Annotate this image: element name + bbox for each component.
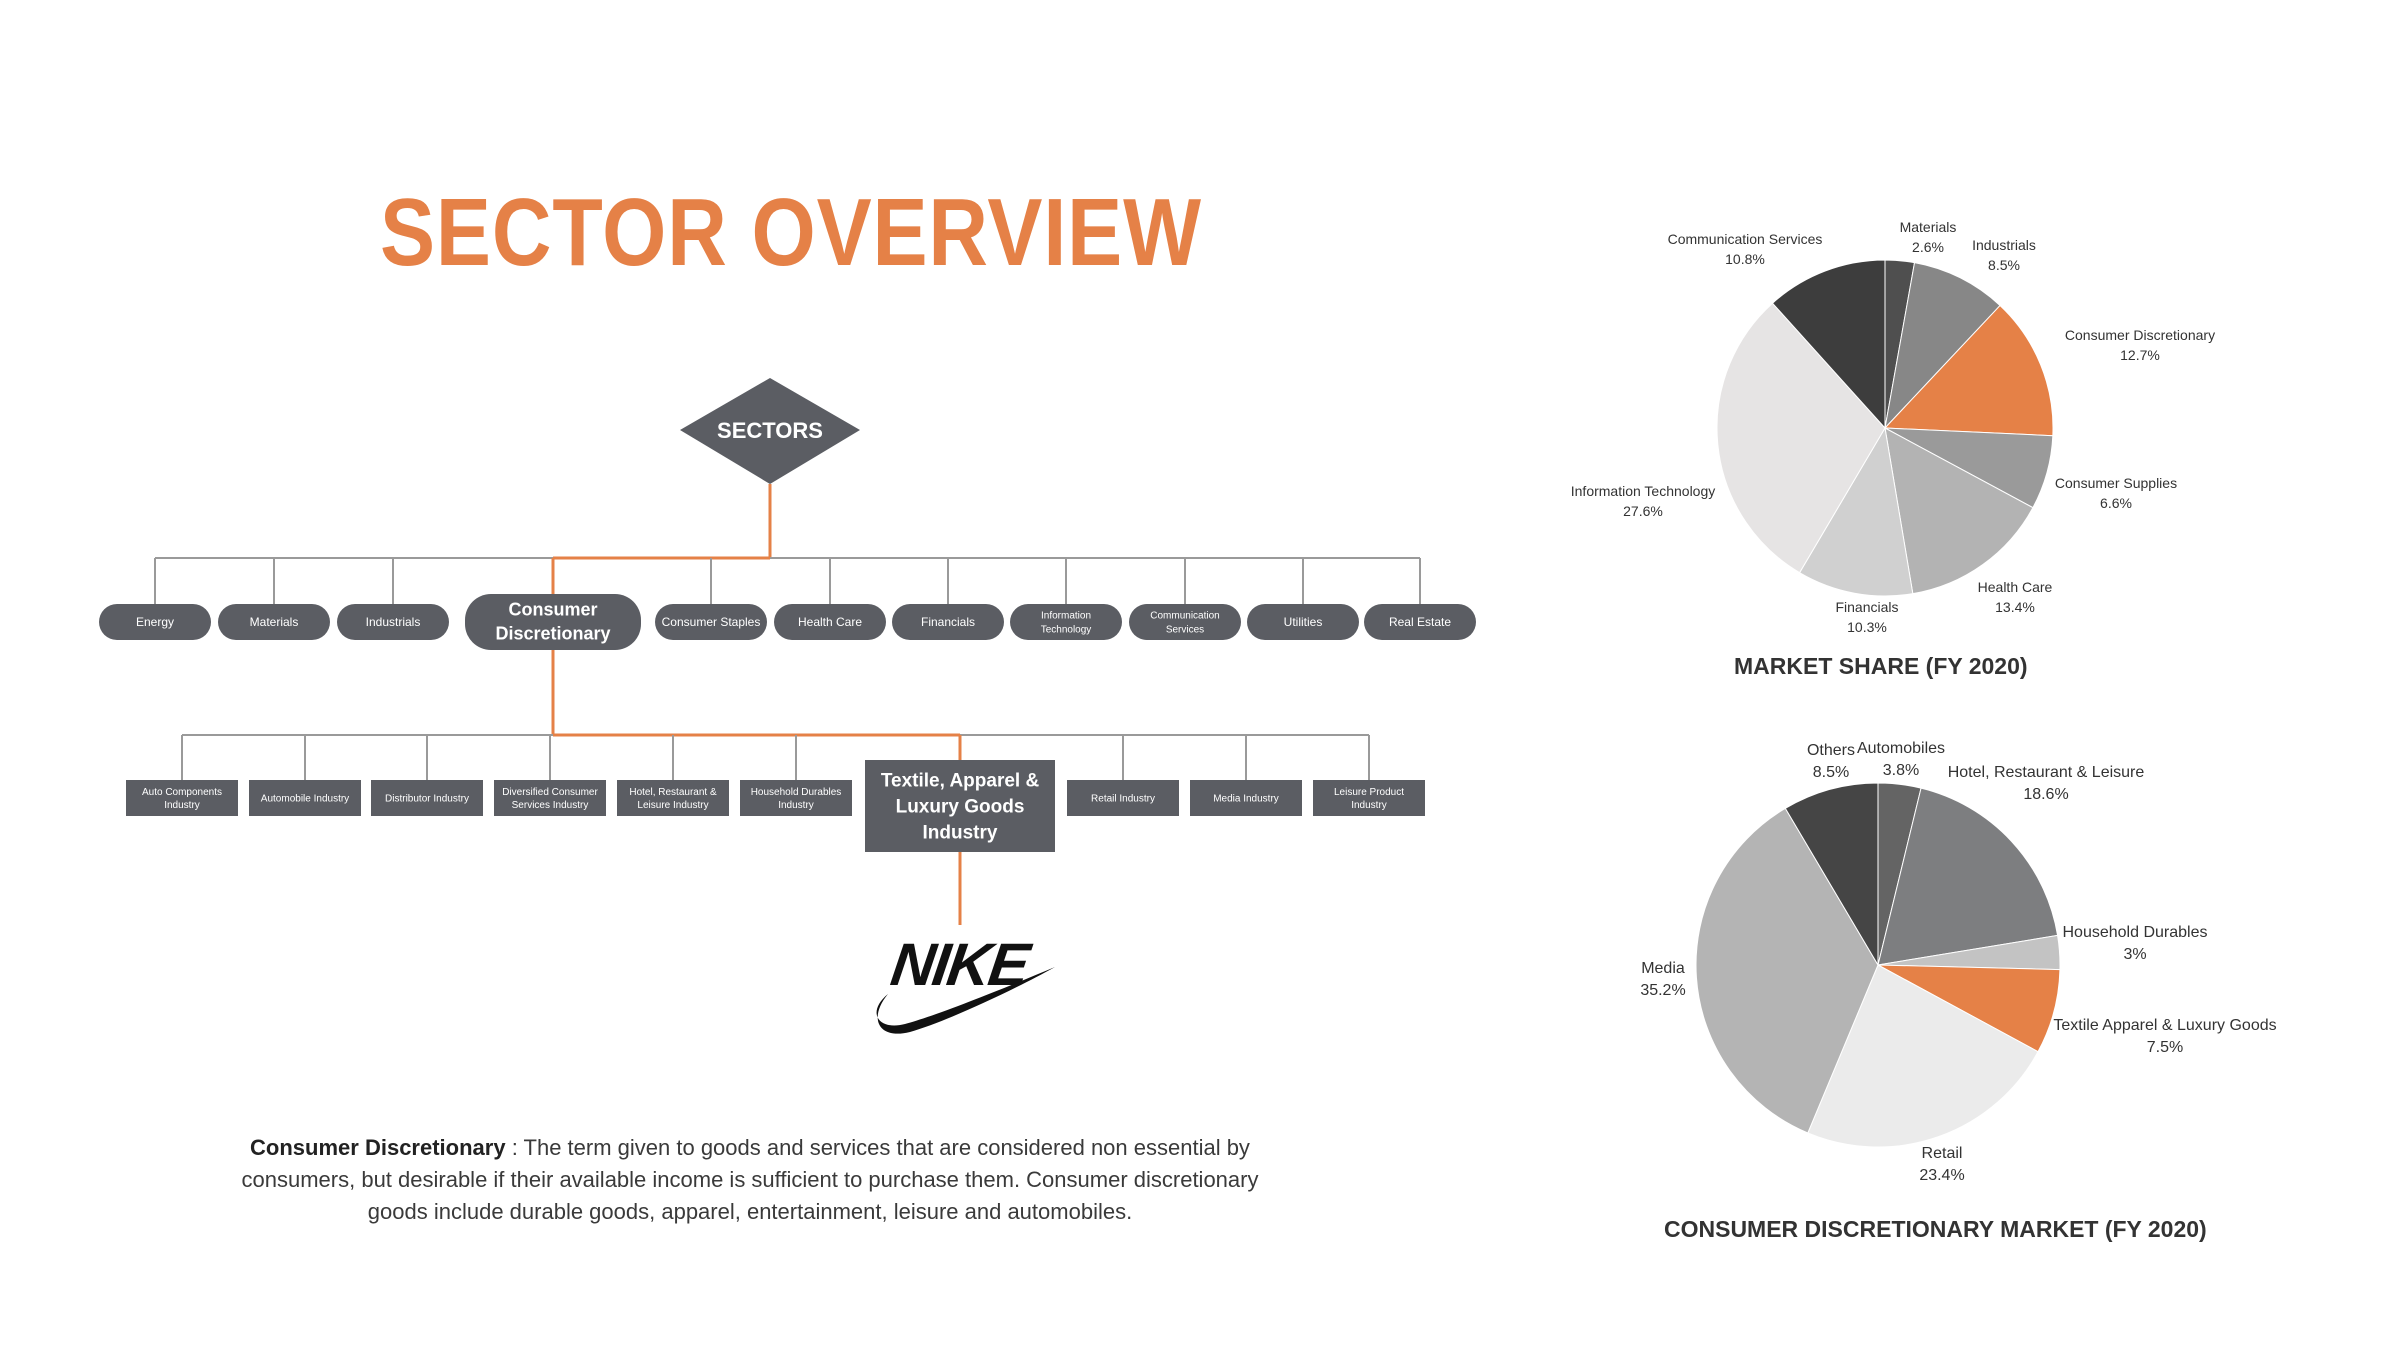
sector-label-financials: Financials — [921, 615, 975, 629]
definition-body: : The term given to goods and services t… — [241, 1135, 1259, 1224]
pie-value-financials: 10.3% — [1847, 619, 1887, 635]
pie-value-health-care: 13.4% — [1995, 599, 2035, 615]
pie-label-household-durables: Household Durables — [2063, 924, 2208, 941]
nike-swoosh — [876, 967, 1055, 1034]
pie-slice-communication-services — [1771, 259, 1886, 430]
industry-node-retail-industry — [1067, 780, 1179, 816]
sector-node-industrials — [337, 604, 449, 640]
pie-value-hotel-restaurant-leisure: 18.6% — [2023, 786, 2068, 803]
sector-label-health-care: Health Care — [798, 615, 862, 629]
sector-node-communication-services — [1129, 604, 1241, 640]
sector-node-utilities — [1247, 604, 1359, 640]
industry-label-textile-apparel-luxury-goods-industry: Textile, Apparel & Luxury Goods Industry — [881, 771, 1040, 844]
sector-label-communication-services: Communication Services — [1150, 611, 1219, 636]
industry-node-auto-components-industry — [126, 780, 238, 816]
pie-label-materials: Materials — [1900, 219, 1957, 235]
pie-value-textile-apparel-luxury-goods: 7.5% — [2147, 1039, 2183, 1056]
sector-label-consumer-staples: Consumer Staples — [662, 615, 761, 629]
industry-node-leisure-product-industry — [1313, 780, 1425, 816]
sector-label-utilities: Utilities — [1284, 615, 1323, 629]
sector-node-real-estate — [1364, 604, 1476, 640]
pie-label-industrials: Industrials — [1972, 237, 2036, 253]
pie-slice-industrials — [1884, 262, 2001, 430]
pie-value-household-durables: 3% — [2123, 946, 2146, 963]
sector-label-materials: Materials — [250, 615, 299, 629]
industry-label-distributor-industry: Distributor Industry — [385, 794, 469, 805]
industry-node-media-industry — [1190, 780, 1302, 816]
pie-label-retail: Retail — [1922, 1145, 1963, 1162]
industry-label-hotel-restaurant-leisure-industry: Hotel, Restaurant & Leisure Industry — [629, 787, 717, 811]
sector-hierarchy-diagram: SECTORS Energy Materials Industrials Consume… — [99, 378, 1476, 1034]
pie-label-hotel-restaurant-leisure: Hotel, Restaurant & Leisure — [1948, 764, 2145, 781]
sector-node-financials — [892, 604, 1004, 640]
pie-label-health-care: Health Care — [1978, 579, 2053, 595]
industry-label-leisure-product-industry: Leisure Product Industry — [1334, 787, 1404, 811]
pie-value-others: 8.5% — [1813, 764, 1849, 781]
pie-label-others: Others — [1807, 742, 1855, 759]
pie-slice-hotel-restaurant-leisure — [1877, 787, 2059, 966]
industry-node-textile-apparel-luxury-goods-industry — [865, 760, 1055, 852]
industry-label-retail-industry: Retail Industry — [1091, 794, 1155, 805]
pie-slice-media — [1695, 807, 1879, 1134]
definition-text: Consumer Discretionary : The term given … — [240, 1132, 1260, 1228]
definition-term: Consumer Discretionary — [250, 1135, 506, 1160]
pie-label-financials: Financials — [1835, 599, 1898, 615]
sector-node-materials — [218, 604, 330, 640]
industry-node-distributor-industry — [371, 780, 483, 816]
consumer-discretionary-pie-chart: Automobiles 3.8% Hotel, Restaurant & Leisu… — [1640, 740, 2276, 1184]
pie-value-retail: 23.4% — [1919, 1167, 1964, 1184]
industry-label-auto-components-industry: Auto Components Industry — [142, 787, 222, 811]
pie-slice-health-care — [1884, 427, 2034, 595]
industry-node-household-durables-industry — [740, 780, 852, 816]
pie-slice-retail — [1807, 964, 2039, 1148]
pie-label-consumer-supplies: Consumer Supplies — [2055, 475, 2177, 491]
pie-slice-consumer-discretionary — [1883, 304, 2054, 437]
pie-value-information-technology: 27.6% — [1623, 503, 1663, 519]
pie-value-consumer-discretionary: 12.7% — [2120, 347, 2160, 363]
industry-label-household-durables-industry: Household Durables Industry — [751, 787, 842, 811]
pie-label-media: Media — [1641, 960, 1685, 977]
industry-label-diversified-consumer-services-industry: Diversified Consumer Services Industry — [502, 787, 598, 811]
sector-node-consumer-discretionary — [465, 594, 641, 650]
pie-value-materials: 2.6% — [1912, 239, 1944, 255]
sectors-diamond — [680, 378, 860, 484]
pie-label-information-technology: Information Technology — [1571, 483, 1716, 499]
pie-label-consumer-discretionary: Consumer Discretionary — [2065, 327, 2215, 343]
sector-label-industrials: Industrials — [366, 615, 421, 629]
nike-logo: NIKE — [876, 930, 1055, 1034]
industry-node-diversified-consumer-services-industry — [494, 780, 606, 816]
sector-node-information-technology — [1010, 604, 1122, 640]
sector-label-real-estate: Real Estate — [1389, 615, 1451, 629]
consumer-discretionary-chart-title: CONSUMER DISCRETIONARY MARKET (FY 2020) — [1664, 1216, 2207, 1242]
pie-slice-information-technology — [1716, 302, 1886, 574]
pie-slice-others — [1784, 782, 1879, 967]
pie-label-automobiles: Automobiles — [1857, 740, 1945, 757]
sectors-root-label: SECTORS — [717, 418, 823, 443]
pie-label-communication-services: Communication Services — [1668, 231, 1823, 247]
sector-node-energy — [99, 604, 211, 640]
industry-node-hotel-restaurant-leisure-industry — [617, 780, 729, 816]
pie-value-communication-services: 10.8% — [1725, 251, 1765, 267]
pie-slice-financials — [1798, 426, 1914, 597]
pie-label-textile-apparel-luxury-goods: Textile Apparel & Luxury Goods — [2053, 1017, 2276, 1034]
industry-node-automobile-industry — [249, 780, 361, 816]
market-share-pie-chart: Materials 2.6% Industrials 8.5% Consumer Dis… — [1571, 219, 2215, 635]
pie-value-media: 35.2% — [1640, 982, 1685, 999]
pie-value-automobiles: 3.8% — [1883, 762, 1919, 779]
pie-value-industrials: 8.5% — [1988, 257, 2020, 273]
sector-node-consumer-staples — [655, 604, 767, 640]
sector-label-energy: Energy — [136, 615, 174, 629]
industry-label-media-industry: Media Industry — [1213, 794, 1279, 805]
sector-label-consumer-discretionary: Consumer Discretionary — [495, 599, 610, 643]
sector-label-information-technology: Information Technology — [1041, 611, 1092, 636]
sector-node-health-care — [774, 604, 886, 640]
pie-value-consumer-supplies: 6.6% — [2100, 495, 2132, 511]
industry-label-automobile-industry: Automobile Industry — [261, 794, 349, 805]
market-share-chart-title: MARKET SHARE (FY 2020) — [1734, 653, 2028, 679]
page-title: SECTOR OVERVIEW — [380, 179, 1202, 286]
